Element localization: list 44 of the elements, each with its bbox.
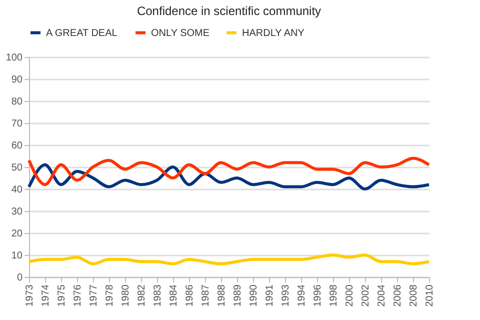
- x-tick-label: 1990: [248, 284, 260, 307]
- y-tick-label: 20: [11, 228, 23, 240]
- x-tick-label: 1976: [72, 284, 84, 307]
- x-tick-label: 1982: [136, 284, 148, 307]
- x-tick-label: 1974: [40, 284, 52, 307]
- y-tick-label: 50: [11, 162, 23, 174]
- y-tick-label: 90: [11, 74, 23, 86]
- x-tick-label: 1993: [280, 284, 292, 307]
- x-tick-label: 1983: [152, 284, 164, 307]
- x-tick-label: 1978: [104, 284, 116, 307]
- x-tick-label: 1986: [184, 284, 196, 307]
- x-tick-label: 1998: [328, 284, 340, 307]
- x-tick-label: 1996: [312, 284, 324, 307]
- x-tick-label: 2000: [344, 284, 356, 307]
- line-series: [28, 163, 430, 190]
- y-tick-label: 80: [11, 96, 23, 108]
- y-tick-label: 30: [11, 206, 23, 218]
- y-tick-label: 100: [6, 52, 23, 64]
- y-tick-label: 40: [11, 184, 23, 196]
- x-tick-label: 2008: [408, 284, 420, 307]
- x-tick-label: 1975: [56, 284, 68, 307]
- legend-label: ONLY SOME: [151, 28, 210, 39]
- y-tick-label: 10: [11, 250, 23, 262]
- x-tick-label: 1991: [264, 284, 276, 307]
- x-tick-label: 1994: [296, 284, 308, 307]
- x-tick-label: 1973: [24, 284, 36, 307]
- legend-label: HARDLY ANY: [242, 28, 305, 39]
- x-tick-label: 1984: [168, 284, 180, 307]
- x-tick-label: 2002: [360, 284, 372, 307]
- x-tick-label: 2006: [392, 284, 404, 307]
- x-tick-label: 1988: [216, 284, 228, 307]
- x-tick-label: 2004: [376, 284, 388, 307]
- y-tick-label: 60: [11, 140, 23, 152]
- x-tick-label: 1989: [232, 284, 244, 307]
- x-tick-label: 2010: [424, 284, 436, 307]
- line-series: [28, 254, 430, 266]
- line-series: [28, 156, 430, 186]
- chart-title: Confidence in scientific community: [136, 4, 322, 18]
- x-tick-label: 1987: [200, 284, 212, 307]
- x-tick-label: 1980: [120, 284, 132, 307]
- y-tick-label: 70: [11, 118, 23, 130]
- y-tick-label: 0: [16, 272, 23, 284]
- legend-label: A GREAT DEAL: [46, 28, 118, 39]
- x-tick-label: 1977: [88, 284, 100, 307]
